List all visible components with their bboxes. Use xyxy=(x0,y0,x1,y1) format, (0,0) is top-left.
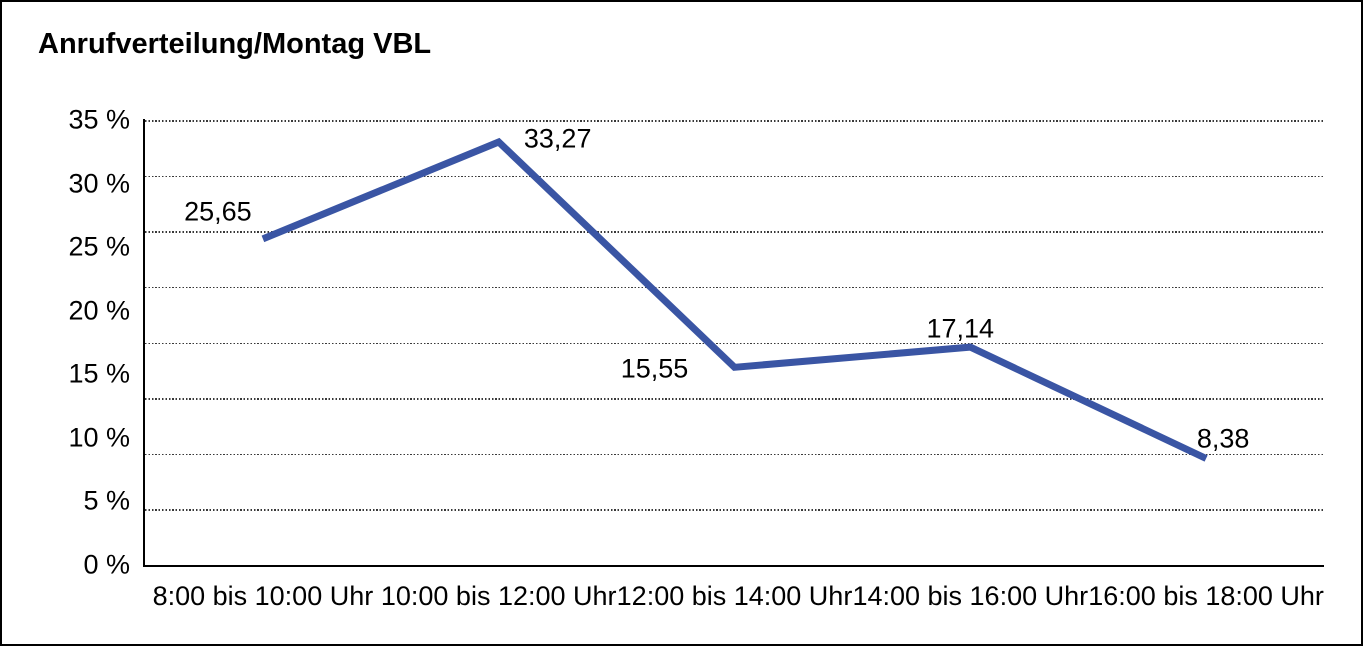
y-axis-tick-label: 35 % xyxy=(68,104,130,135)
x-axis-line xyxy=(143,565,1324,567)
data-point-label: 8,38 xyxy=(1196,423,1250,454)
data-point-label: 15,55 xyxy=(620,353,689,384)
y-axis-tick-label: 5 % xyxy=(83,485,130,516)
data-line xyxy=(261,137,1208,462)
y-axis-tick-label: 0 % xyxy=(83,549,130,580)
y-gridline xyxy=(145,342,1324,344)
x-axis-category-label: 14:00 bis 16:00 Uhr xyxy=(852,581,1089,611)
y-gridline xyxy=(145,509,1324,511)
y-axis-tick-label: 25 % xyxy=(68,231,130,262)
data-line-svg xyxy=(261,137,1208,462)
x-axis-category-label: 8:00 bis 10:00 Uhr xyxy=(152,581,374,611)
y-gridline xyxy=(145,286,1324,289)
y-gridline xyxy=(145,453,1324,456)
y-axis-line xyxy=(143,119,145,567)
y-axis-tick-label: 10 % xyxy=(68,422,130,453)
y-gridline xyxy=(145,175,1324,178)
y-axis-tick-label: 30 % xyxy=(68,168,130,199)
plot-area xyxy=(145,120,1324,565)
x-axis-category-label: 16:00 bis 18:00 Uhr xyxy=(1088,581,1324,611)
y-gridline xyxy=(145,231,1324,233)
data-point-label: 17,14 xyxy=(926,313,995,344)
chart-title: Anrufverteilung/Montag VBL xyxy=(38,28,432,60)
x-axis-category-label: 10:00 bis 12:00 Uhr xyxy=(380,581,617,611)
y-gridline xyxy=(145,398,1324,400)
y-gridline xyxy=(145,120,1324,122)
y-axis-tick-label: 20 % xyxy=(68,295,130,326)
data-point-label: 33,27 xyxy=(523,123,592,154)
y-axis-tick-label: 15 % xyxy=(68,358,130,389)
data-point-label: 25,65 xyxy=(184,196,252,227)
x-axis-category-label: 12:00 bis 14:00 Uhr xyxy=(616,581,853,611)
